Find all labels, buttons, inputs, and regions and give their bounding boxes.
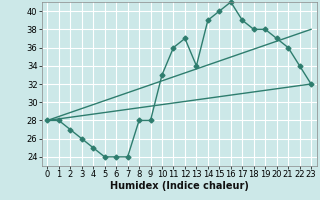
X-axis label: Humidex (Indice chaleur): Humidex (Indice chaleur)	[110, 181, 249, 191]
